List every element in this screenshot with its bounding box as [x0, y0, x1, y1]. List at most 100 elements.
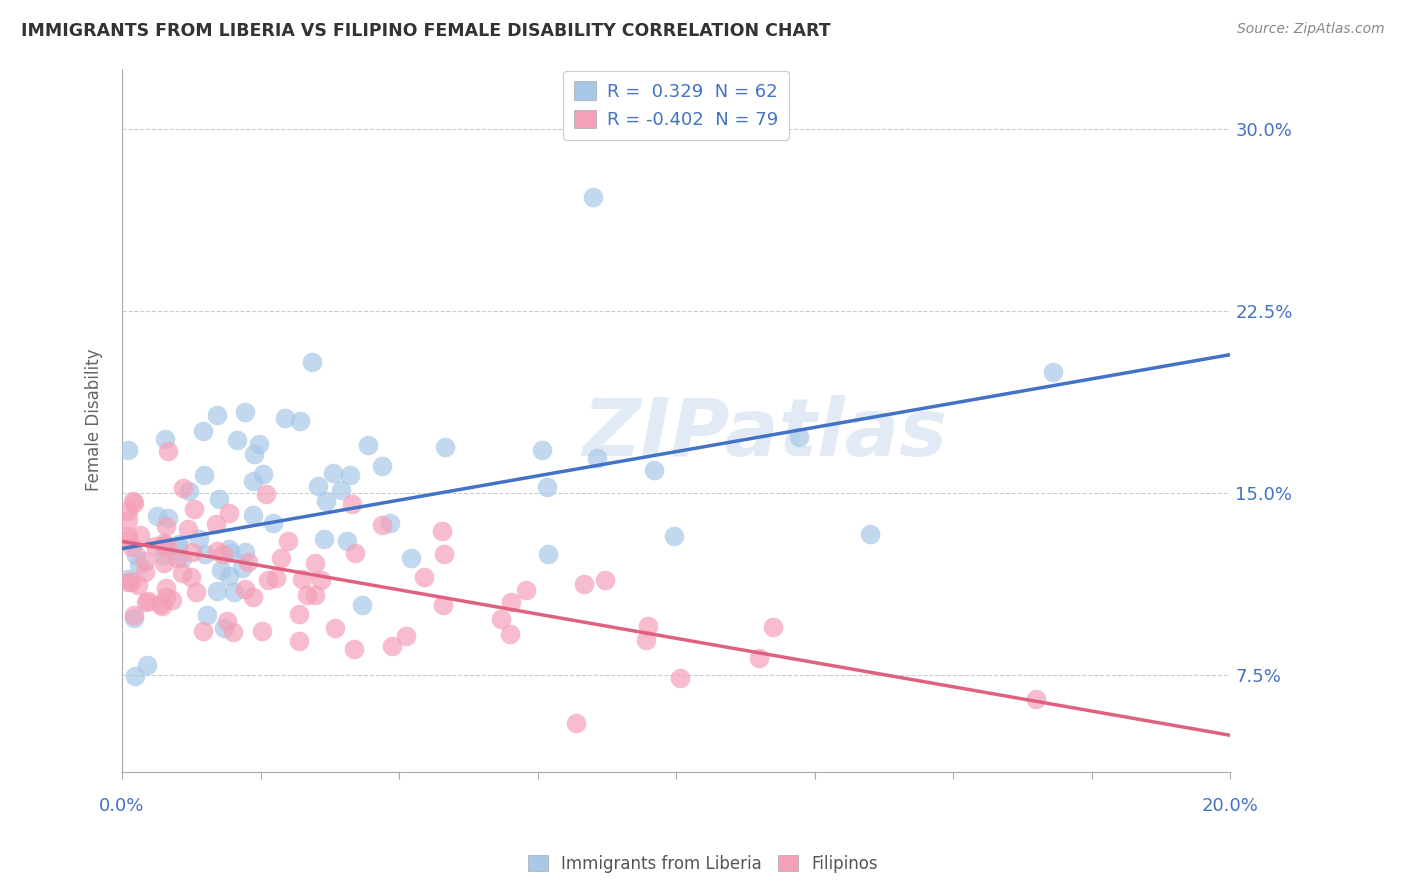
Text: IMMIGRANTS FROM LIBERIA VS FILIPINO FEMALE DISABILITY CORRELATION CHART: IMMIGRANTS FROM LIBERIA VS FILIPINO FEMA…: [21, 22, 831, 40]
Point: [134, 554, 156, 568]
Legend: R =  0.329  N = 62, R = -0.402  N = 79: R = 0.329 N = 62, R = -0.402 N = 79: [564, 70, 789, 140]
Point: [122, 493, 145, 508]
Point: [155, 590, 177, 604]
Point: [370, 458, 392, 473]
Point: [288, 607, 311, 621]
Point: [270, 550, 292, 565]
Point: [787, 429, 810, 443]
Point: [205, 409, 228, 423]
Point: [172, 551, 194, 566]
Point: [371, 518, 394, 533]
Point: [209, 563, 232, 577]
Point: [177, 523, 200, 537]
Point: [433, 440, 456, 454]
Point: [231, 561, 253, 575]
Point: [312, 533, 335, 547]
Point: [117, 529, 139, 543]
Y-axis label: Female Disability: Female Disability: [86, 349, 103, 491]
Point: [128, 528, 150, 542]
Point: [117, 442, 139, 457]
Point: [242, 590, 264, 604]
Point: [233, 405, 256, 419]
Point: [501, 595, 523, 609]
Point: [153, 433, 176, 447]
Point: [194, 548, 217, 562]
Point: [218, 568, 240, 582]
Point: [169, 537, 191, 551]
Point: [125, 548, 148, 562]
Point: [193, 468, 215, 483]
Point: [155, 581, 177, 595]
Point: [195, 607, 218, 622]
Point: [156, 443, 179, 458]
Point: [340, 497, 363, 511]
Point: [170, 566, 193, 580]
Point: [662, 529, 685, 543]
Point: [339, 467, 361, 482]
Point: [432, 599, 454, 613]
Point: [669, 671, 692, 685]
Point: [344, 546, 367, 560]
Point: [290, 413, 312, 427]
Point: [315, 493, 337, 508]
Point: [136, 657, 159, 672]
Point: [859, 527, 882, 541]
Point: [143, 540, 166, 554]
Point: [350, 598, 373, 612]
Point: [499, 627, 522, 641]
Point: [243, 447, 266, 461]
Point: [395, 629, 418, 643]
Point: [430, 524, 453, 538]
Point: [1042, 365, 1064, 379]
Point: [412, 570, 434, 584]
Text: ZIPatlas: ZIPatlas: [582, 395, 948, 473]
Point: [222, 584, 245, 599]
Point: [762, 620, 785, 634]
Point: [380, 516, 402, 530]
Point: [153, 556, 176, 570]
Point: [748, 650, 770, 665]
Point: [117, 572, 139, 586]
Point: [205, 544, 228, 558]
Point: [399, 551, 422, 566]
Point: [156, 539, 179, 553]
Point: [1025, 692, 1047, 706]
Point: [322, 467, 344, 481]
Point: [252, 467, 274, 481]
Point: [330, 483, 353, 497]
Point: [585, 451, 607, 466]
Point: [643, 463, 665, 477]
Point: [304, 556, 326, 570]
Point: [166, 550, 188, 565]
Point: [124, 669, 146, 683]
Point: [295, 588, 318, 602]
Point: [135, 595, 157, 609]
Point: [323, 621, 346, 635]
Point: [262, 516, 284, 530]
Point: [307, 479, 329, 493]
Point: [252, 624, 274, 639]
Point: [637, 619, 659, 633]
Point: [235, 582, 257, 596]
Point: [134, 565, 156, 579]
Point: [157, 511, 180, 525]
Point: [183, 502, 205, 516]
Point: [531, 442, 554, 457]
Point: [120, 575, 142, 590]
Legend: Immigrants from Liberia, Filipinos: Immigrants from Liberia, Filipinos: [522, 848, 884, 880]
Point: [162, 593, 184, 607]
Text: Source: ZipAtlas.com: Source: ZipAtlas.com: [1237, 22, 1385, 37]
Point: [122, 607, 145, 622]
Point: [593, 573, 616, 587]
Point: [155, 519, 177, 533]
Point: [121, 540, 143, 554]
Point: [336, 534, 359, 549]
Point: [536, 480, 558, 494]
Point: [291, 572, 314, 586]
Point: [238, 555, 260, 569]
Point: [287, 634, 309, 648]
Point: [219, 546, 242, 560]
Point: [247, 436, 270, 450]
Point: [242, 474, 264, 488]
Point: [149, 597, 172, 611]
